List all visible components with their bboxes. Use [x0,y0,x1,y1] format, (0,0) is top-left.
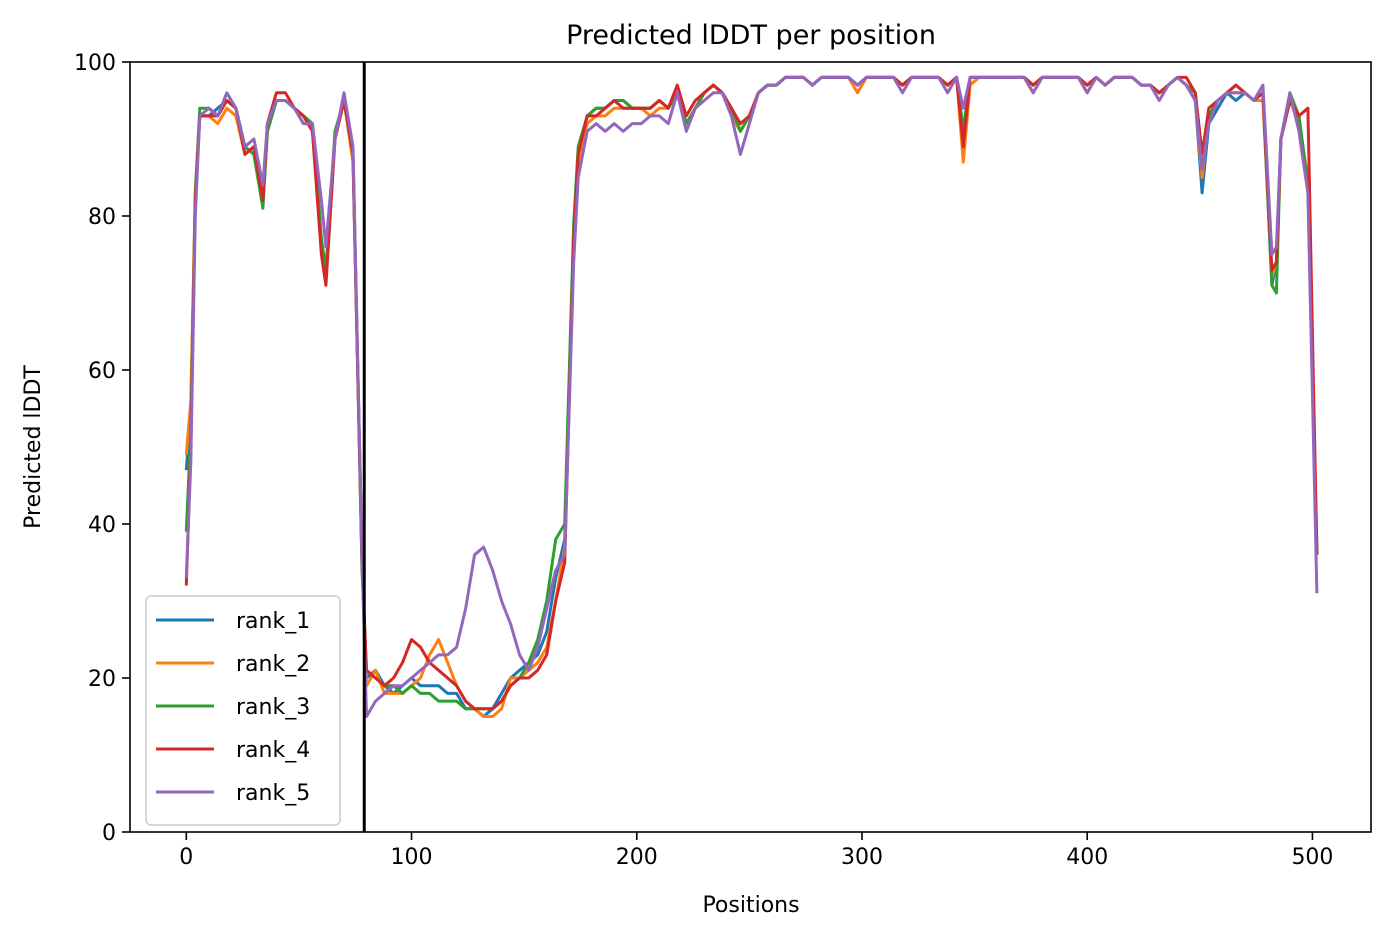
x-tick-label: 400 [1066,845,1108,870]
y-tick-label: 20 [88,667,116,692]
legend-box [145,595,341,826]
y-tick-label: 80 [88,205,116,230]
plot-area [184,62,1319,832]
legend: rank_1 rank_2 rank_3 rank_4 rank_5 [145,595,341,826]
x-tick-label: 500 [1291,845,1333,870]
y-axis-label: Predicted lDDT [21,365,46,529]
x-tick-label: 100 [391,845,433,870]
y-axis-ticks: 0 20 40 60 80 100 [74,51,130,846]
legend-label-rank-5: rank_5 [236,781,310,806]
legend-label-rank-1: rank_1 [236,609,310,634]
x-axis-ticks: 0 100 200 300 400 500 [179,832,1333,870]
chart-title: Predicted lDDT per position [566,20,936,51]
y-tick-label: 100 [74,51,116,76]
y-tick-label: 40 [88,513,116,538]
x-tick-label: 300 [841,845,883,870]
x-tick-label: 0 [179,845,193,870]
legend-label-rank-2: rank_2 [236,652,310,677]
legend-label-rank-4: rank_4 [236,738,310,763]
y-tick-label: 0 [102,821,116,846]
axes-frame [129,61,1372,833]
x-axis-label: Positions [702,893,799,918]
series-line-rank-5 [184,75,1319,718]
y-tick-label: 60 [88,359,116,384]
x-tick-label: 200 [616,845,658,870]
legend-label-rank-3: rank_3 [236,695,310,720]
